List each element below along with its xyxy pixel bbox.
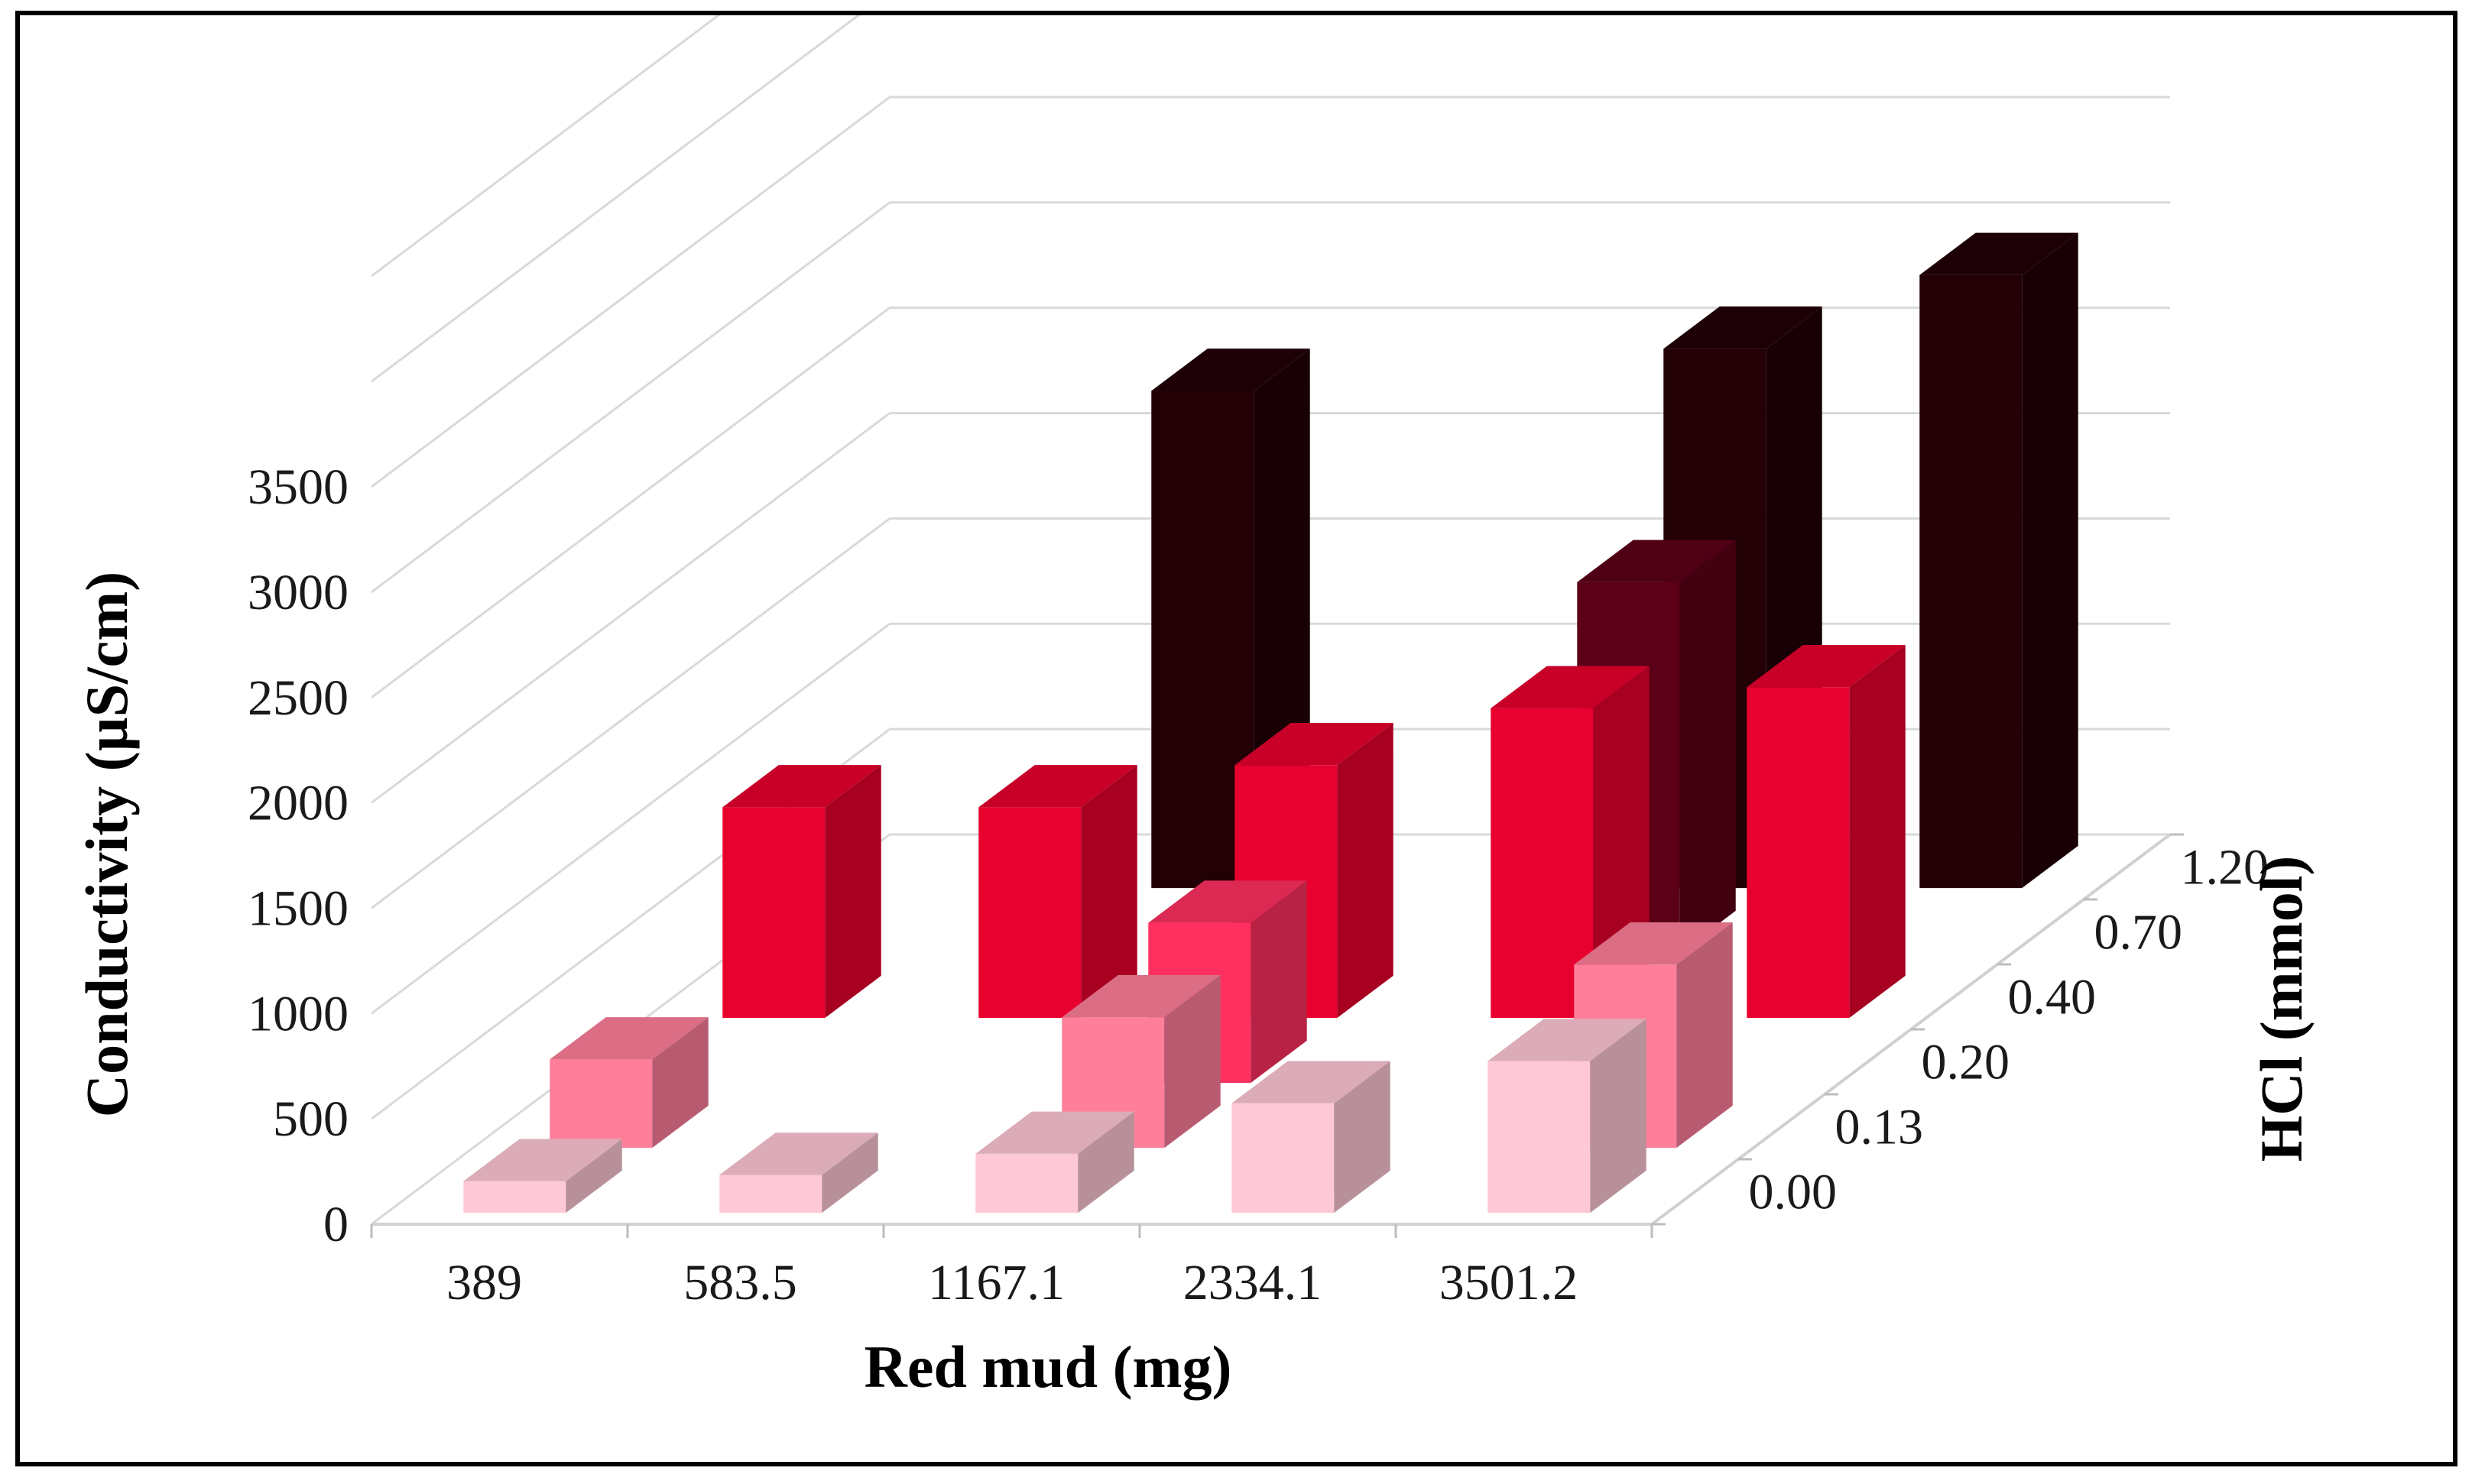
tick-labels: 0 500 1000 1500 2000 2500 3000 3500 389 583.5 1167… — [248, 459, 2269, 1311]
bar-side-face — [652, 1017, 709, 1149]
bar-side-face — [566, 1139, 622, 1213]
x-axis-title: Red mud (mg) — [865, 1333, 1232, 1400]
axes — [370, 833, 2184, 1238]
gridline-left-wall — [371, 517, 891, 909]
bar-side-face — [1251, 880, 1307, 1084]
bar-top-face — [1747, 645, 1906, 688]
bar-top-face — [1062, 974, 1221, 1018]
bar-0.00-2334.1 — [1231, 1061, 1390, 1213]
x-tick-label: 1167.1 — [928, 1255, 1065, 1311]
x-tick-label: 389 — [446, 1255, 522, 1311]
bar-0.00-583.5 — [719, 1132, 878, 1213]
gridline-left-wall — [371, 96, 891, 488]
bar-front-face — [719, 1175, 822, 1213]
bar-front-face — [1747, 687, 1850, 1019]
bar-0.00-389 — [463, 1139, 622, 1213]
bar-front-face — [550, 1059, 653, 1149]
x-tick-label: 583.5 — [683, 1255, 797, 1311]
y-tick-label: 3500 — [248, 459, 349, 515]
depth-tick-label: 1.20 — [2181, 840, 2269, 896]
gridline-left-wall — [371, 201, 891, 594]
bar-side-face — [1679, 539, 1736, 954]
bar-0.00-1167.1 — [975, 1111, 1134, 1213]
bar-front-face — [1919, 274, 2023, 889]
bar-side-face — [1590, 1019, 1646, 1213]
bar-top-face — [1231, 1061, 1390, 1103]
bar-side-face — [1081, 765, 1137, 1019]
y-tick-label: 2000 — [248, 776, 349, 831]
y-tick-label: 500 — [273, 1091, 349, 1147]
gridlines — [371, 15, 2170, 1226]
bar-top-face — [1148, 880, 1307, 923]
bar-side-face — [1337, 723, 1393, 1019]
y-axis-title: Conductivity (µS/cm) — [73, 572, 140, 1117]
bar-side-face — [1078, 1111, 1134, 1213]
depth-tick-label: 0.00 — [1749, 1165, 1838, 1220]
bar-top-face — [1663, 306, 1822, 349]
bar-0.40-389 — [722, 765, 881, 1019]
bar-side-face — [1676, 922, 1733, 1149]
bar-top-face — [1487, 1019, 1646, 1061]
depth-axis-title: HCl (mmol) — [2248, 856, 2315, 1162]
bar-top-face — [550, 1017, 709, 1060]
depth-tick-label: 0.20 — [1922, 1035, 2010, 1090]
gridline-left-wall — [371, 15, 861, 383]
bar-0.00-3501.2 — [1487, 1019, 1646, 1213]
y-tick-label: 1500 — [248, 880, 349, 936]
bar-0.40-2334.1 — [1491, 666, 1650, 1019]
bar-top-face — [975, 1111, 1134, 1154]
bar-0.13-389 — [550, 1017, 709, 1149]
gridline-left-wall — [371, 412, 891, 804]
bar-top-face — [1919, 232, 2078, 275]
x-tick-label: 2334.1 — [1183, 1255, 1322, 1311]
bar-front-face — [978, 807, 1082, 1019]
chart-frame: 0 500 1000 1500 2000 2500 3000 3500 389 583.5 1167… — [15, 11, 2457, 1466]
bar-side-face — [822, 1132, 878, 1213]
bar-0.40-3501.2 — [1747, 645, 1906, 1019]
bar-top-face — [1151, 348, 1310, 391]
x-tick-label: 3501.2 — [1439, 1255, 1578, 1311]
bar-top-face — [1234, 723, 1393, 766]
bar-front-face — [463, 1181, 566, 1213]
bar-front-face — [975, 1153, 1079, 1213]
bar-top-face — [1577, 539, 1736, 582]
bar-top-face — [978, 765, 1137, 808]
bar-top-face — [719, 1132, 878, 1175]
bar-0.40-583.5 — [978, 765, 1137, 1019]
bar-front-face — [1231, 1103, 1335, 1213]
bar-top-face — [1574, 922, 1733, 965]
bar-top-face — [1491, 666, 1650, 708]
depth-tick-label: 0.40 — [2008, 970, 2097, 1026]
bar-top-face — [722, 765, 881, 808]
bar-side-face — [825, 765, 881, 1019]
depth-tick-label: 0.70 — [2094, 905, 2183, 961]
bar-front-face — [722, 807, 826, 1019]
bar-side-face — [2022, 232, 2078, 889]
bar-1.20-3501.2 — [1919, 232, 2078, 889]
y-tick-label: 0 — [323, 1197, 349, 1252]
gridline-left-wall — [371, 306, 891, 698]
bar-front-face — [1487, 1061, 1591, 1213]
bar-top-face — [463, 1139, 622, 1181]
depth-tick-label: 0.13 — [1835, 1100, 1924, 1155]
y-tick-label: 1000 — [248, 986, 349, 1042]
bar-side-face — [1334, 1061, 1390, 1213]
gridline-left-wall — [371, 623, 891, 1015]
bar-side-face — [1849, 645, 1906, 1019]
bar-0.13-1167.1 — [1062, 974, 1221, 1149]
bars — [463, 232, 2078, 1213]
y-tick-label: 3000 — [248, 565, 349, 620]
bar-side-face — [1164, 974, 1221, 1149]
gridline-left-wall — [371, 15, 721, 277]
chart-plot: 0 500 1000 1500 2000 2500 3000 3500 389 583.5 1167… — [73, 15, 2315, 1400]
y-tick-label: 2500 — [248, 670, 349, 726]
